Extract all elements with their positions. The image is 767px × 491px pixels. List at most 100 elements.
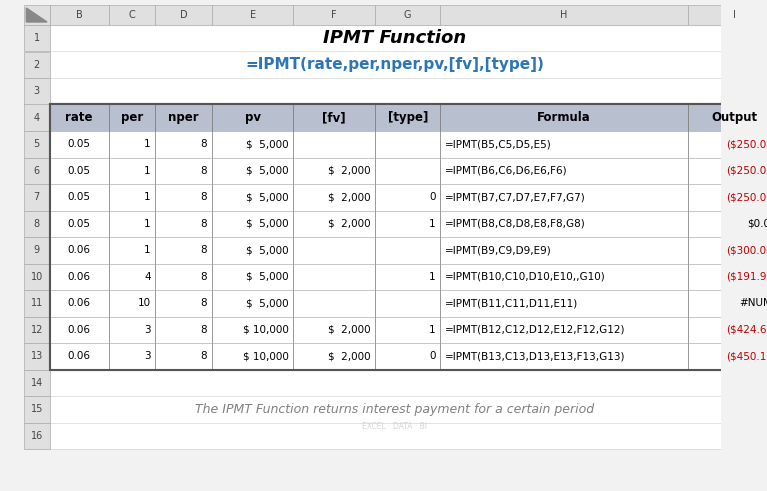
Text: $  5,000: $ 5,000 <box>246 139 289 149</box>
Bar <box>687 237 767 264</box>
Bar <box>212 264 294 290</box>
Text: 13: 13 <box>31 351 43 361</box>
Bar <box>212 131 294 158</box>
Bar <box>24 343 50 370</box>
Bar <box>294 317 375 343</box>
Bar <box>156 317 212 343</box>
Text: 2: 2 <box>34 60 40 70</box>
Text: 1: 1 <box>34 33 40 43</box>
Text: 4: 4 <box>34 113 40 123</box>
Bar <box>50 290 108 317</box>
Bar <box>24 184 50 211</box>
Text: $  5,000: $ 5,000 <box>246 166 289 176</box>
Text: $  2,000: $ 2,000 <box>328 219 370 229</box>
Text: 3: 3 <box>144 351 151 361</box>
Text: 8: 8 <box>201 325 207 335</box>
Text: 10: 10 <box>31 272 43 282</box>
Text: =IPMT(B10,C10,D10,E10,,G10): =IPMT(B10,C10,D10,E10,,G10) <box>445 272 606 282</box>
Bar <box>440 131 687 158</box>
Text: IPMT Function: IPMT Function <box>324 29 466 47</box>
Text: =IPMT(B6,C6,D6,E6,F6): =IPMT(B6,C6,D6,E6,F6) <box>445 166 568 176</box>
Bar <box>294 158 375 184</box>
Bar <box>108 131 156 158</box>
Bar <box>440 343 687 370</box>
Bar <box>24 396 50 422</box>
Bar <box>108 158 156 184</box>
Bar <box>687 105 767 131</box>
Text: E: E <box>250 10 256 20</box>
Text: C: C <box>129 10 135 20</box>
Text: F: F <box>331 10 337 20</box>
Text: #NUM!: #NUM! <box>739 298 767 308</box>
Text: rate: rate <box>65 111 93 124</box>
Text: 7: 7 <box>34 192 40 202</box>
Bar <box>375 317 440 343</box>
Bar <box>156 264 212 290</box>
Bar <box>440 290 687 317</box>
Text: nper: nper <box>169 111 199 124</box>
Bar <box>24 158 50 184</box>
Text: 1: 1 <box>144 245 151 255</box>
Bar <box>294 343 375 370</box>
Bar <box>212 290 294 317</box>
Bar <box>294 264 375 290</box>
Text: 1: 1 <box>430 219 436 229</box>
Bar <box>156 343 212 370</box>
Bar <box>294 211 375 237</box>
Text: 0.05: 0.05 <box>67 192 91 202</box>
Bar <box>212 5 294 25</box>
Bar <box>50 105 767 370</box>
Bar <box>687 264 767 290</box>
Text: 9: 9 <box>34 245 40 255</box>
Bar <box>108 317 156 343</box>
Text: $  2,000: $ 2,000 <box>328 325 370 335</box>
Bar <box>212 343 294 370</box>
Bar <box>108 211 156 237</box>
Bar <box>440 184 687 211</box>
Text: $ 10,000: $ 10,000 <box>243 351 289 361</box>
Text: 6: 6 <box>34 166 40 176</box>
Text: 0.05: 0.05 <box>67 219 91 229</box>
Bar <box>440 237 687 264</box>
Bar <box>50 317 108 343</box>
Text: 15: 15 <box>31 404 43 414</box>
Bar <box>375 5 440 25</box>
Text: ($250.00): ($250.00) <box>726 139 767 149</box>
Text: G: G <box>404 10 411 20</box>
Text: 8: 8 <box>201 219 207 229</box>
Text: 0.06: 0.06 <box>67 272 91 282</box>
Bar <box>24 290 50 317</box>
Bar <box>24 131 50 158</box>
Text: 8: 8 <box>201 192 207 202</box>
Bar <box>50 237 108 264</box>
Bar <box>24 370 50 396</box>
Polygon shape <box>26 8 47 22</box>
Text: pv: pv <box>245 111 261 124</box>
Bar <box>24 211 50 237</box>
Bar <box>156 5 212 25</box>
Text: per: per <box>121 111 143 124</box>
Bar <box>294 5 375 25</box>
Text: 8: 8 <box>201 272 207 282</box>
Text: ($450.14): ($450.14) <box>726 351 767 361</box>
Bar <box>156 131 212 158</box>
Text: 0: 0 <box>430 192 436 202</box>
Text: 0: 0 <box>430 351 436 361</box>
Bar <box>212 184 294 211</box>
Text: 4: 4 <box>144 272 151 282</box>
Text: 0.05: 0.05 <box>67 166 91 176</box>
Text: =IPMT(rate,per,nper,pv,[fv],[type]): =IPMT(rate,per,nper,pv,[fv],[type]) <box>245 57 545 72</box>
Text: 16: 16 <box>31 431 43 441</box>
Text: $  5,000: $ 5,000 <box>246 245 289 255</box>
Bar <box>375 184 440 211</box>
Text: $  2,000: $ 2,000 <box>328 351 370 361</box>
Bar <box>294 105 375 131</box>
Bar <box>108 184 156 211</box>
Bar <box>156 184 212 211</box>
Text: =IPMT(B9,C9,D9,E9): =IPMT(B9,C9,D9,E9) <box>445 245 552 255</box>
Bar <box>687 5 767 25</box>
Bar <box>156 105 212 131</box>
Text: $  2,000: $ 2,000 <box>328 166 370 176</box>
Bar <box>375 211 440 237</box>
Bar <box>375 264 440 290</box>
